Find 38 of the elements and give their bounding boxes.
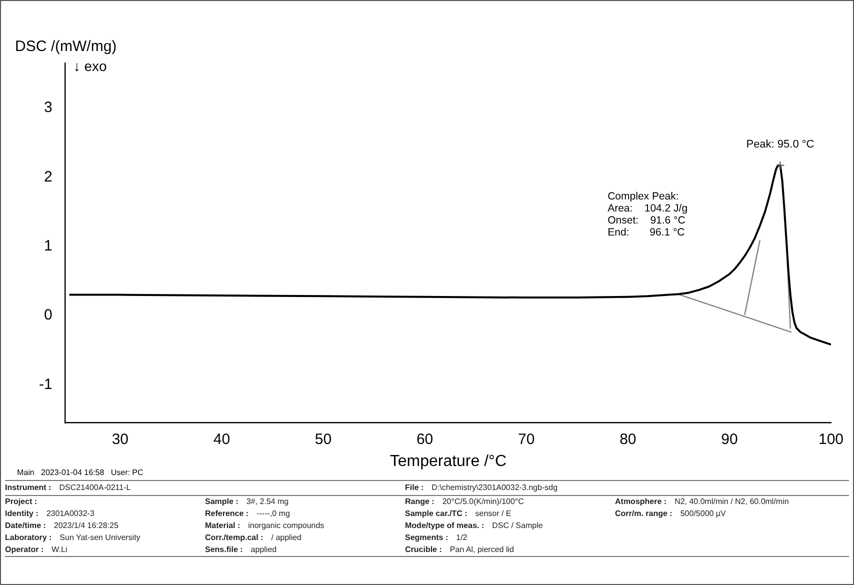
text: Range : 20°C/5.0(K/min)/100°C [405,496,525,508]
y-tick-label: 2 [44,168,52,186]
y-tick-label: -1 [38,376,52,393]
text: Mode/type of meas. : DSC / Sample [405,520,544,532]
text: Identity : 2301A0032-3 [5,508,96,520]
text: Main 2023-01-04 16:58 User: PC [17,468,144,477]
x-tick-label: 30 [112,430,129,448]
text: Sens.file : applied [205,544,278,556]
text: Reference : -----,0 mg [205,508,291,520]
annotation: Peak: 95.0 °C [746,138,814,150]
y-tick-label: 3 [44,99,52,116]
annotation: Complex Peak: Area: 104.2 J/g Onset: 91.6 °C End: 96.1 °C [608,190,688,238]
y-tick-label: 0 [44,306,52,324]
text: Sample car./TC : sensor / E [405,508,512,520]
annotation: ↓ exo [73,58,108,74]
text: File : D:\chemistry\2301A0032-3.ngb-sdg [405,482,559,494]
x-axis-title: Temperature /°C [390,452,507,470]
y-axis-title: DSC /(mW/mg) [15,38,117,55]
x-tick-label: 70 [518,430,535,448]
text: Project : [5,497,38,506]
y-tick-label: 1 [44,238,52,254]
x-tick-label: 80 [620,430,636,448]
text: Material : inorganic compounds [205,520,326,532]
text: Crucible : Pan Al, pierced lid [405,544,515,556]
x-tick-label: 100 [818,430,844,448]
text: Corr/m. range : 500/5000 µV [615,508,727,520]
x-tick-label: 40 [213,430,230,448]
text: Instrument : DSC21400A-0211-L [5,482,132,494]
x-tick-label: 90 [721,430,738,448]
x-tick-label: 60 [416,430,434,448]
text: Laboratory : Sun Yat-sen University [5,532,142,544]
text: Atmosphere : N2, 40.0ml/min / N2, 60.0ml/min [615,496,790,508]
text: Segments : 1/2 [405,532,468,544]
text: Date/time : 2023/1/4 16:28:25 [5,520,120,532]
x-tick-label: 50 [314,430,332,448]
text: Sample : 3#, 2.54 mg [205,496,290,508]
text: Corr./temp.cal : / applied [205,532,302,544]
text: Operator : W.Li [5,544,68,556]
